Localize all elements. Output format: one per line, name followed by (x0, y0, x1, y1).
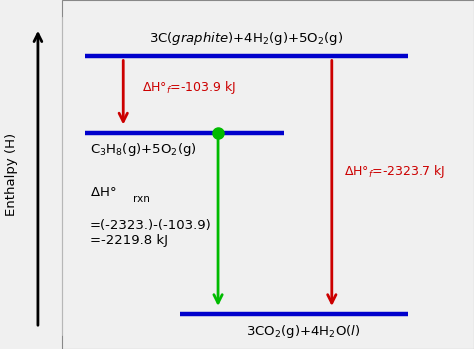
Text: $\Delta$H°: $\Delta$H° (90, 186, 117, 199)
Text: =(-2323.)-(-103.9)
=-2219.8 kJ: =(-2323.)-(-103.9) =-2219.8 kJ (90, 204, 212, 247)
Text: 3C($\it{graphite}$)+4H$_2$(g)+5O$_2$(g): 3C($\it{graphite}$)+4H$_2$(g)+5O$_2$(g) (149, 30, 344, 47)
Text: Enthalpy (H): Enthalpy (H) (5, 133, 18, 216)
Text: $\Delta$H°$_f$=-103.9 kJ: $\Delta$H°$_f$=-103.9 kJ (142, 79, 237, 96)
Text: C$_3$H$_8$(g)+5O$_2$(g): C$_3$H$_8$(g)+5O$_2$(g) (90, 141, 197, 158)
Text: $\Delta$H°$_f$=-2323.7 kJ: $\Delta$H°$_f$=-2323.7 kJ (344, 163, 445, 179)
Bar (62, 0, 474, 349)
Text: rxn: rxn (133, 194, 150, 204)
Text: 3CO$_2$(g)+4H$_2$O($\it{l}$): 3CO$_2$(g)+4H$_2$O($\it{l}$) (246, 323, 361, 340)
